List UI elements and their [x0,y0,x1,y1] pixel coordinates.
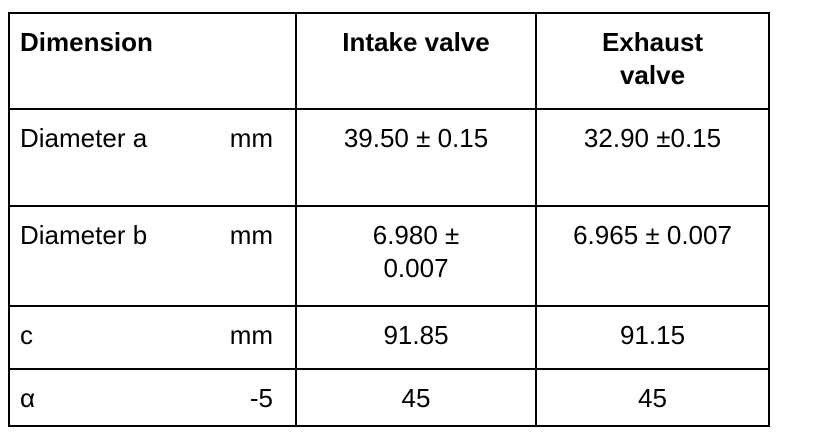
cell: 6.965 ± 0.007 [535,205,771,307]
cell: 6.980 ± 0.007 [295,205,538,307]
cell: Diameter b [8,205,209,307]
cell: 45 [295,368,538,427]
cell-text: 6.980 ± 0.007 [372,220,460,283]
cell: Diameter a [8,108,209,207]
header-cell: Exhaust valve [535,12,771,110]
row: α -5 45 45 [8,368,771,427]
cell: α [8,368,209,427]
header-cell: Dimension [7,12,298,110]
cell: 32.90 ±0.15 [535,108,771,207]
header-row: Dimension Intake valve Exhaust valve [7,12,771,110]
cell: 91.15 [535,305,771,370]
cell: 39.50 ± 0.15 [295,108,538,207]
row: c mm 91.85 91.15 [8,305,771,370]
cell: c [8,305,209,370]
header-cell: Intake valve [295,12,538,110]
cell: 91.85 [295,305,538,370]
row: Diameter b mm 6.980 ± 0.007 6.965 ± 0.00… [8,205,771,307]
cell: -5 [209,368,298,427]
cell: mm [209,305,298,370]
row: Diameter a mm 39.50 ± 0.15 32.90 ±0.15 [8,108,771,207]
cell: 45 [535,368,771,427]
valve-table: Dimension Intake valve Exhaust valve Dia… [7,12,771,427]
cell: mm [209,205,298,307]
cell: mm [209,108,298,207]
header-text: Exhaust valve [601,27,704,90]
